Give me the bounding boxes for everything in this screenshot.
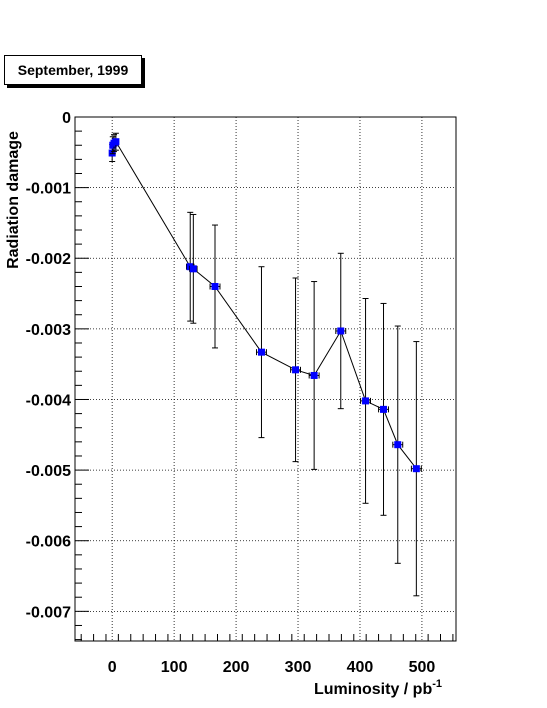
data-marker — [112, 138, 120, 146]
data-point — [308, 281, 320, 470]
data-point — [335, 252, 347, 410]
y-tick-label: -0.002 — [26, 251, 71, 268]
data-marker — [362, 397, 370, 405]
data-point — [360, 297, 372, 504]
y-tick-label: 0 — [62, 110, 71, 127]
data-marker — [108, 149, 116, 157]
data-marker — [337, 327, 345, 335]
x-tick-label: 500 — [409, 659, 436, 676]
chart-title: September, 1999 — [4, 55, 142, 85]
data-point — [290, 277, 302, 463]
data-marker — [211, 282, 219, 290]
y-tick-label: -0.004 — [26, 392, 71, 409]
data-marker — [189, 265, 197, 273]
data-marker — [310, 371, 318, 379]
x-axis-label-text: Luminosity / pb — [314, 681, 432, 698]
x-axis-label-superscript: -1 — [432, 678, 442, 690]
axis-labels: Luminosity / pb-1 Radiation damage — [5, 131, 442, 698]
grid-layer — [75, 116, 456, 641]
x-tick-label: 300 — [285, 659, 312, 676]
data-marker — [380, 405, 388, 413]
data-point — [410, 341, 422, 597]
data-point — [378, 302, 389, 516]
axes-layer: 0 100 200 300 400 500 0 -0.001 -0.002 -0.003 -0.00… — [26, 110, 457, 676]
data-point — [256, 266, 267, 439]
x-axis-label: Luminosity / pb-1 — [314, 678, 442, 698]
data-point — [209, 224, 221, 349]
x-tick-label: 200 — [223, 659, 250, 676]
x-tick-label: 0 — [108, 659, 117, 676]
y-tick-label: -0.005 — [26, 463, 71, 480]
data-marker — [257, 348, 265, 356]
data-marker — [394, 441, 402, 449]
data-series — [108, 132, 422, 597]
series-line — [111, 140, 417, 470]
data-point — [189, 213, 198, 324]
data-marker — [292, 366, 300, 374]
x-tick-label: 400 — [347, 659, 374, 676]
y-axis-label: Radiation damage — [5, 131, 22, 269]
y-tick-label: -0.003 — [26, 322, 71, 339]
plot-frame — [74, 116, 457, 642]
data-marker — [412, 465, 420, 473]
y-tick-label: -0.006 — [26, 534, 71, 551]
data-point — [112, 132, 120, 151]
y-tick-label: -0.001 — [26, 181, 71, 198]
x-tick-label: 100 — [161, 659, 188, 676]
y-tick-label: -0.007 — [26, 604, 71, 621]
data-point — [392, 325, 404, 564]
